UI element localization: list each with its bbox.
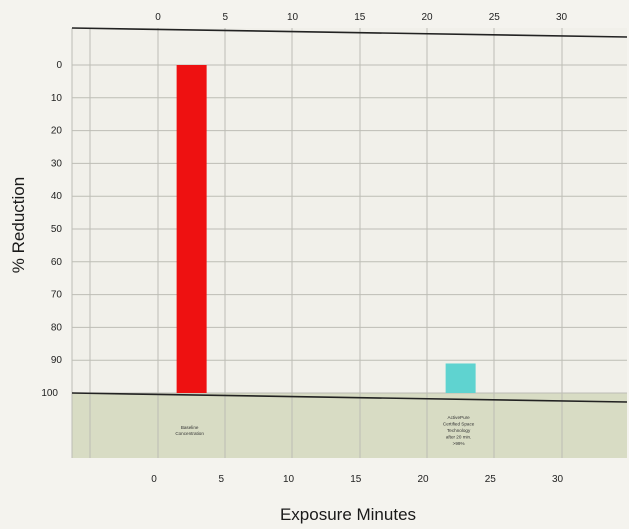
- x-tick-label-bottom: 25: [485, 474, 497, 485]
- bar-label-line: Certified Space: [443, 422, 475, 427]
- x-tick-label-bottom: 10: [283, 474, 295, 485]
- bar-label-line: Concentration: [175, 431, 204, 436]
- y-tick-label: 50: [51, 224, 63, 235]
- y-tick-label: 40: [51, 191, 63, 202]
- x-axis-title: Exposure Minutes: [280, 505, 416, 524]
- baseline-line: [71, 392, 628, 403]
- x-tick-label-bottom: 0: [151, 474, 157, 485]
- y-axis-title: % Reduction: [9, 177, 28, 273]
- y-tick-label: 100: [41, 388, 58, 399]
- y-tick-label: 10: [51, 93, 63, 104]
- grid: [71, 27, 628, 458]
- x-tick-label-top: 0: [155, 12, 161, 23]
- x-tick-label-top: 10: [287, 12, 299, 23]
- x-axis-top-ticks: 0 5 10 15 20 25 30: [155, 12, 567, 23]
- x-tick-label-top: 20: [421, 12, 433, 23]
- bar-label-line: ActivePure: [448, 415, 471, 420]
- bars: [176, 65, 476, 393]
- x-tick-label-bottom: 20: [417, 474, 429, 485]
- bar-label-line: Technology: [447, 428, 471, 433]
- bar-label-line: Baseline: [181, 425, 199, 430]
- y-tick-label: 0: [56, 60, 62, 71]
- plot-top-border: [71, 27, 628, 38]
- x-axis-bottom-ticks: 0 5 10 15 20 25 30: [151, 474, 563, 485]
- x-tick-label-top: 15: [354, 12, 366, 23]
- y-tick-label: 90: [51, 355, 63, 366]
- x-tick-label-bottom: 30: [552, 474, 564, 485]
- x-tick-label-top: 25: [489, 12, 501, 23]
- y-tick-label: 30: [51, 158, 63, 169]
- bar: [445, 363, 476, 393]
- bar-label-line: >99%: [453, 441, 465, 446]
- y-tick-label: 80: [51, 322, 63, 333]
- x-tick-label-bottom: 5: [218, 474, 224, 485]
- x-tick-label-bottom: 15: [350, 474, 362, 485]
- x-tick-label-top: 30: [556, 12, 568, 23]
- y-tick-label: 60: [51, 257, 63, 268]
- bar: [176, 65, 207, 393]
- y-tick-label: 20: [51, 126, 63, 137]
- y-tick-label: 70: [51, 290, 63, 301]
- label-band: [72, 393, 627, 458]
- x-tick-label-top: 5: [222, 12, 228, 23]
- y-axis-ticks: 0 10 20 30 40 50 60 70 80 90 100: [41, 60, 62, 399]
- bar-label-line: after 20 min.: [446, 434, 472, 439]
- plot-area: [72, 28, 627, 393]
